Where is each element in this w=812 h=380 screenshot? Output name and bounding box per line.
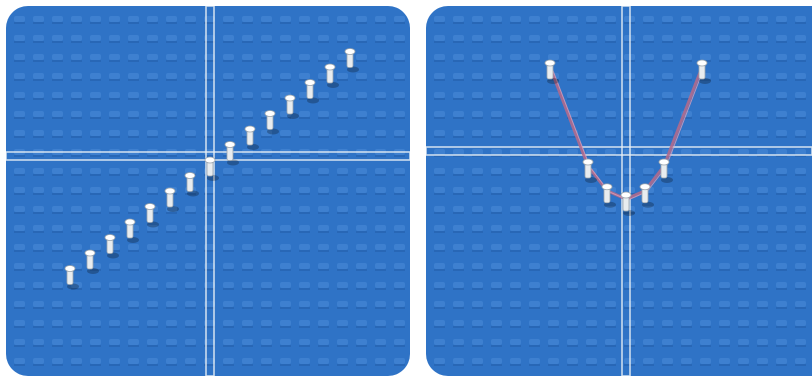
peg bbox=[304, 79, 319, 104]
peg bbox=[224, 141, 239, 166]
peg bbox=[64, 265, 79, 290]
peg bbox=[124, 218, 139, 243]
x-axis bbox=[426, 146, 812, 156]
peg bbox=[324, 63, 339, 88]
peg bbox=[244, 125, 259, 150]
peg bbox=[144, 203, 159, 228]
peg bbox=[544, 59, 559, 84]
y-axis bbox=[621, 6, 631, 376]
y-axis bbox=[205, 6, 215, 376]
peg bbox=[582, 158, 597, 183]
peg bbox=[104, 234, 119, 259]
peg bbox=[658, 158, 673, 183]
pegboard-right-image bbox=[426, 6, 812, 376]
peg bbox=[639, 183, 654, 208]
peg bbox=[601, 183, 616, 208]
linear-graph-pegboard bbox=[6, 6, 410, 376]
peg bbox=[620, 191, 635, 216]
axes bbox=[426, 6, 812, 376]
board-surface bbox=[426, 6, 812, 376]
peg bbox=[184, 172, 199, 197]
peg bbox=[696, 59, 711, 84]
peg bbox=[164, 187, 179, 212]
peg bbox=[264, 110, 279, 135]
peg bbox=[344, 48, 359, 73]
pegboard-left-image bbox=[6, 6, 410, 376]
peg bbox=[204, 156, 219, 181]
parabola-graph-pegboard bbox=[426, 6, 812, 376]
board-studs bbox=[434, 16, 806, 366]
peg bbox=[284, 94, 299, 119]
peg bbox=[84, 249, 99, 274]
